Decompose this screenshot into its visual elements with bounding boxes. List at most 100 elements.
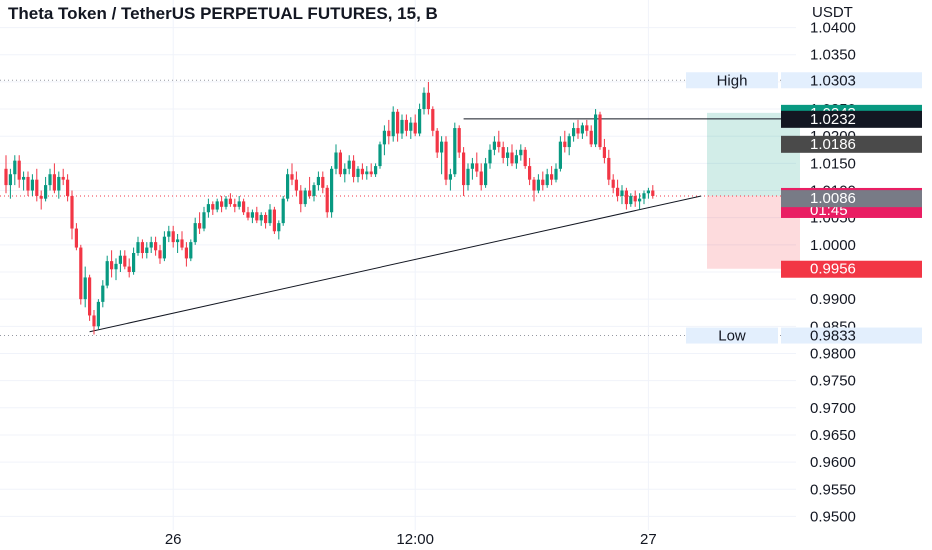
candle-body	[149, 242, 153, 248]
time-tick-label: 12:00	[396, 531, 434, 548]
candle-body	[453, 128, 457, 175]
candle-body	[140, 242, 144, 253]
price-tick-label: 0.9900	[810, 291, 856, 308]
candle-body	[585, 125, 589, 131]
time-tick-label: 27	[640, 531, 657, 548]
candle-body	[409, 122, 413, 131]
price-tick-label: 0.9700	[810, 400, 856, 417]
candle-body	[17, 160, 21, 180]
candle-body	[35, 179, 39, 196]
candle-body	[418, 109, 422, 134]
candle-body	[110, 261, 114, 270]
price-tag-bg	[781, 260, 922, 278]
candle-body	[286, 174, 290, 199]
candle-body	[422, 92, 426, 110]
candle-body	[215, 201, 219, 210]
candle-body	[4, 168, 8, 186]
candle-body	[334, 152, 338, 169]
candle-body	[431, 109, 435, 131]
candle-body	[594, 114, 598, 145]
candle-body	[352, 160, 356, 177]
trendline	[89, 195, 702, 333]
candle-body	[400, 119, 404, 134]
price-tag-value: 1.0232	[810, 111, 856, 128]
candle-body	[576, 128, 580, 134]
price-tick-label: 0.9500	[810, 508, 856, 525]
candle-body	[519, 149, 523, 156]
price-tag-bg	[781, 190, 922, 208]
candle-body	[281, 198, 285, 224]
candle-body	[514, 155, 518, 164]
candle-body	[189, 242, 193, 259]
candle-body	[413, 122, 417, 134]
candle-body	[242, 201, 246, 213]
candle-body	[580, 125, 584, 134]
candle-body	[475, 163, 479, 172]
candle-body	[440, 141, 444, 153]
candle-body	[246, 212, 250, 218]
candle-body	[536, 179, 540, 191]
candle-body	[61, 176, 65, 180]
candle-body	[488, 149, 492, 164]
candle-body	[638, 198, 642, 202]
candle-body	[470, 163, 474, 169]
candle-body	[127, 266, 131, 272]
candle-body	[528, 166, 532, 180]
candle-body	[497, 141, 501, 148]
candle-body	[233, 204, 237, 207]
candle-body	[74, 228, 78, 248]
candle-body	[426, 92, 430, 110]
candle-body	[83, 277, 87, 300]
level-tag-value-bg	[781, 72, 922, 89]
candle-body	[378, 144, 382, 167]
candle-body	[330, 168, 334, 213]
price-axis[interactable]: 1.04001.03501.03001.02501.02001.01501.01…	[810, 20, 856, 526]
candle-body	[171, 231, 175, 243]
candle-body	[457, 128, 461, 153]
candle-body	[52, 174, 56, 191]
currency-label: USDT	[812, 4, 853, 21]
candle-body	[48, 174, 52, 186]
candle-body	[374, 166, 378, 175]
candle-body	[206, 204, 210, 213]
level-tag-bg	[686, 72, 778, 89]
candle-body	[550, 174, 554, 180]
candle-body	[343, 168, 347, 175]
candle-body	[70, 195, 74, 229]
candle-body	[589, 130, 593, 145]
candle-body	[105, 261, 109, 286]
candle-body	[303, 190, 307, 205]
candle-body	[290, 174, 294, 180]
candle-body	[198, 223, 202, 229]
candle-body	[616, 187, 620, 196]
chart-title: Theta Token / TetherUS PERPETUAL FUTURES…	[8, 4, 438, 23]
candle-body	[554, 168, 558, 180]
candle-body	[255, 212, 259, 221]
candle-body	[356, 168, 360, 177]
candle-body	[66, 179, 70, 196]
price-tick-label: 0.9800	[810, 345, 856, 362]
candle-body	[607, 157, 611, 180]
candle-body	[123, 255, 127, 267]
price-tick-label: 1.0000	[810, 237, 856, 254]
candle-body	[184, 247, 188, 259]
price-tag-bg	[781, 110, 922, 128]
candle-body	[360, 168, 364, 175]
price-tags: High1.03031.02431.02321.01861.009001:451…	[686, 72, 922, 345]
candles	[4, 81, 655, 335]
price-tick-label: 1.0350	[810, 47, 856, 64]
candle-body	[567, 136, 571, 148]
candle-body	[558, 141, 562, 169]
level-tag-label: Low	[718, 328, 746, 345]
price-tick-label: 1.0400	[810, 20, 856, 37]
candle-body	[30, 179, 34, 191]
candle-body	[88, 277, 92, 316]
candle-body	[277, 223, 281, 232]
candle-body	[39, 195, 43, 199]
price-tick-label: 0.9650	[810, 427, 856, 444]
candle-body	[462, 152, 466, 186]
candle-body	[136, 242, 140, 253]
time-axis[interactable]: 26 12:00 27	[165, 531, 657, 548]
candle-body	[154, 242, 158, 251]
